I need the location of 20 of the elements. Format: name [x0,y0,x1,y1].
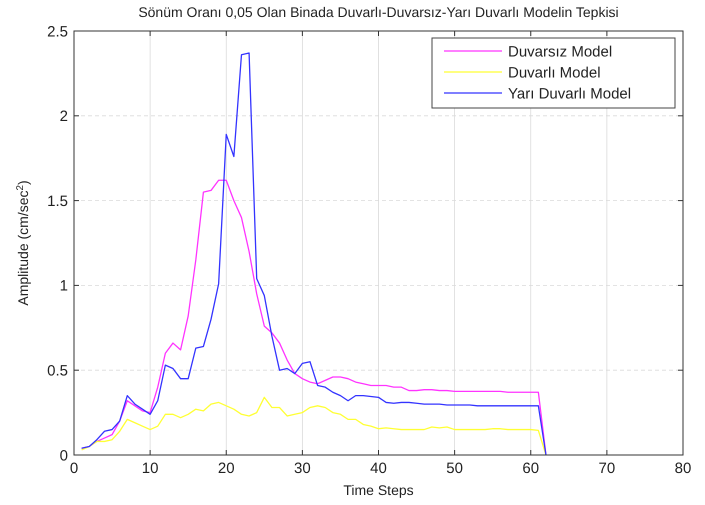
y-tick-label: 2 [60,108,68,126]
x-tick-label: 60 [522,460,540,477]
x-tick-label: 70 [598,460,616,477]
legend-label: Duvarlı Model [508,64,601,82]
line-series [80,396,547,456]
y-tick-label: 0 [60,447,68,464]
x-tick-label: 50 [446,460,463,477]
legend-label: Duvarsız Model [508,43,612,60]
x-tick-label: 80 [674,460,692,477]
chart-title: Sönüm Oranı 0,05 Olan Binada Duvarlı-Duvarsız-Yarı Duvarlı Modelin Tepkisi [138,4,619,20]
y-tick-label: 2.5 [47,23,68,40]
x-tick-label: 30 [294,460,311,477]
x-tick-label: 10 [142,460,158,477]
x-tick-label: 20 [218,460,235,477]
y-tick-label: 1.5 [47,192,68,210]
x-axis-title: Time Steps [343,482,414,498]
y-tick-label: 0.5 [47,362,68,380]
legend-label: Yarı Duvarlı Model [508,85,632,102]
y-tick-label: 1 [60,278,68,295]
x-tick-label: 40 [370,460,387,477]
